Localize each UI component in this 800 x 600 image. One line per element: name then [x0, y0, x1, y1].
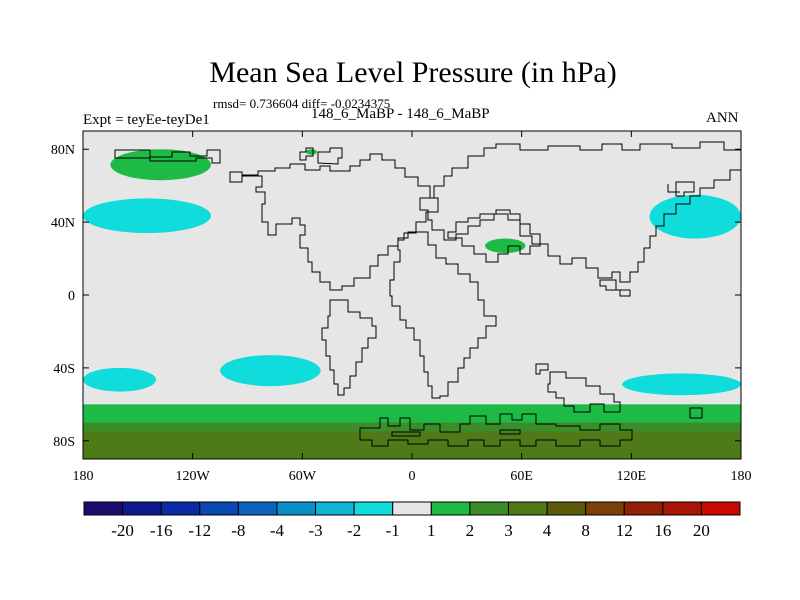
colorbar-swatch [199, 501, 239, 516]
colorbar-swatch [160, 501, 201, 516]
region-north-pacific-low-west [649, 194, 741, 239]
region-central-asia-high [485, 238, 526, 254]
colorbar-label: 16 [654, 521, 671, 540]
experiment-label: Expt = teyEe-teyDe1 [83, 112, 210, 128]
x-tick-label: 180 [73, 469, 94, 484]
colorbar-swatch [353, 501, 394, 516]
contour-fields [83, 131, 741, 459]
colorbar: -20 -16 -12 -8 -4 -3 -2 -1 1 2 3 4 8 12 16 20 [83, 501, 741, 540]
chart-subtitle: rmsd= 0.736604 diff= -0.0234375 [213, 96, 391, 111]
colorbar-swatch [700, 501, 741, 516]
colorbar-swatch [585, 501, 625, 516]
colorbar-label: -8 [231, 521, 245, 540]
colorbar-swatch [276, 501, 317, 516]
x-tick-label: 0 [409, 469, 416, 484]
x-tick-label: 120W [176, 469, 211, 484]
region-south-indian-low [622, 373, 741, 396]
case-label: 148_6_MaBP - 148_6_MaBP [311, 106, 490, 122]
colorbar-label: -1 [386, 521, 400, 540]
colorbar-label: -4 [270, 521, 285, 540]
colorbar-swatch [122, 501, 162, 516]
colorbar-label: 2 [466, 521, 475, 540]
region-arctic-pacific-high [110, 149, 211, 181]
colorbar-label: 4 [543, 521, 552, 540]
colorbar-swatch [430, 501, 471, 516]
x-tick-label: 180 [731, 469, 752, 484]
region-south-pacific-low-2 [220, 355, 321, 387]
region-north-pacific-low-east [83, 198, 211, 234]
colorbar-swatch [392, 501, 432, 516]
colorbar-label: 20 [693, 521, 710, 540]
colorbar-label: -2 [347, 521, 361, 540]
coastlines [114, 141, 741, 447]
colorbar-swatch [83, 501, 124, 516]
axes: 180 120W 60W 0 60E 120E 180 80N 40N 0 40S 80S [51, 131, 752, 484]
y-tick-label: 0 [68, 289, 75, 304]
x-tick-label: 60W [289, 469, 317, 484]
colorbar-swatch [469, 501, 509, 516]
colorbar-label: -16 [150, 521, 173, 540]
y-tick-label: 40S [53, 362, 75, 377]
colorbar-swatch [237, 501, 278, 516]
season-label: ANN [706, 110, 739, 126]
colorbar-swatch [507, 501, 548, 516]
region-south-pacific-low-1 [83, 367, 157, 392]
colorbar-label: 1 [427, 521, 436, 540]
colorbar-label: 8 [581, 521, 590, 540]
colorbar-swatch [623, 501, 664, 516]
y-tick-label: 80N [51, 143, 75, 158]
colorbar-swatch [546, 501, 587, 516]
x-tick-label: 60E [510, 469, 533, 484]
colorbar-label: 12 [616, 521, 633, 540]
colorbar-label: -3 [308, 521, 322, 540]
x-tick-label: 120E [617, 469, 647, 484]
y-tick-label: 40N [51, 216, 75, 231]
chart-title: Mean Sea Level Pressure (in hPa) [209, 56, 617, 89]
colorbar-swatch [315, 501, 355, 516]
y-tick-label: 80S [53, 435, 75, 450]
colorbar-label: -20 [111, 521, 134, 540]
colorbar-label: -12 [188, 521, 211, 540]
colorbar-swatch [662, 501, 702, 516]
region-arctic-islet [305, 149, 317, 155]
colorbar-label: 3 [504, 521, 513, 540]
